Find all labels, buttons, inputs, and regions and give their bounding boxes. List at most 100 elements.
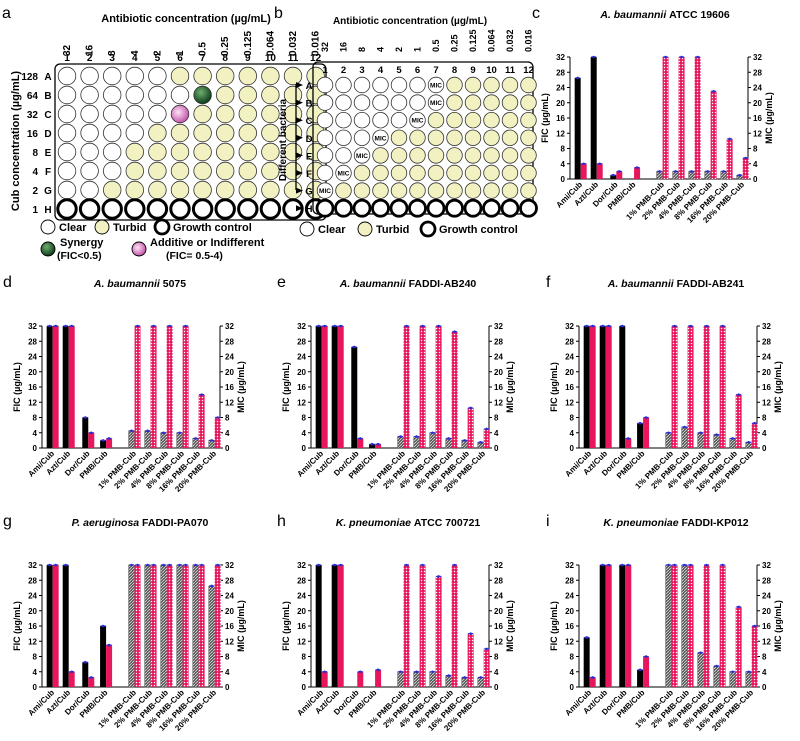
turbid-well bbox=[390, 182, 408, 199]
y-tick-label-left: 20 bbox=[297, 368, 306, 377]
y-tick-label-left: 16 bbox=[297, 383, 306, 392]
fic-bar bbox=[445, 438, 452, 449]
growth-control-well bbox=[78, 198, 101, 220]
data-point bbox=[463, 439, 466, 442]
y-tick-label-left: 24 bbox=[28, 353, 37, 362]
data-point bbox=[333, 563, 337, 567]
panel-a-col-num: 10 bbox=[265, 53, 277, 64]
data-point bbox=[607, 324, 610, 328]
panel-b-row-arrow bbox=[296, 170, 303, 176]
mic-bar bbox=[671, 326, 678, 448]
mic-bar bbox=[357, 438, 364, 448]
data-point bbox=[194, 437, 197, 440]
y-tick-label-left: 8 bbox=[33, 414, 38, 423]
fic-bar bbox=[160, 432, 167, 449]
chart-h: h K. pneumoniae ATCC 700721 0 0 4 4 8 8 12 12 16 16… bbox=[277, 513, 515, 733]
clear-well bbox=[353, 94, 371, 111]
y-tick-label-right: 12 bbox=[762, 398, 771, 407]
y-tick-label-left: 8 bbox=[570, 653, 575, 662]
data-point bbox=[184, 563, 187, 567]
fic-bar bbox=[397, 436, 404, 449]
turbid-well bbox=[238, 123, 258, 143]
turbid-well bbox=[261, 104, 280, 124]
fic-bar bbox=[590, 57, 597, 179]
data-point bbox=[168, 324, 171, 328]
legend-clear-label: Clear bbox=[59, 222, 87, 234]
data-point bbox=[737, 605, 740, 609]
data-point bbox=[591, 324, 594, 328]
panel-a-col-conc: 16 bbox=[85, 44, 96, 56]
y-label-left: FIC (µg/mL) bbox=[549, 362, 559, 412]
turbid-well bbox=[409, 147, 426, 164]
y-tick-label-right: 12 bbox=[753, 129, 762, 138]
panel-a: a Antibiotic concentration (µg/mL) Cub c… bbox=[2, 5, 327, 262]
clear-well bbox=[427, 94, 445, 111]
mic-bar bbox=[662, 57, 669, 179]
fic-bar bbox=[128, 430, 135, 449]
data-point bbox=[64, 563, 67, 567]
panel-a-col-conc: 2 bbox=[152, 50, 163, 56]
chart-title: K. pneumoniae ATCC 700721 bbox=[336, 517, 481, 529]
panel-a-col-num: 1 bbox=[64, 53, 70, 64]
clear-well bbox=[353, 76, 371, 94]
turbid-well bbox=[501, 182, 519, 199]
panel-a-col-num: 3 bbox=[109, 53, 115, 64]
turbid-well bbox=[170, 66, 190, 86]
panel-a-row-conc: 64 bbox=[27, 91, 39, 102]
fic-bar bbox=[176, 564, 183, 688]
panel-letter-a: a bbox=[2, 5, 11, 22]
panel-a-col-num: 12 bbox=[310, 53, 322, 64]
clear-well bbox=[80, 123, 99, 143]
fic-bar bbox=[397, 671, 404, 688]
data-point bbox=[376, 668, 380, 672]
y-tick-label-right: 0 bbox=[753, 175, 758, 184]
fic-bar bbox=[583, 326, 590, 448]
data-point bbox=[317, 324, 320, 328]
y-label-right: MIC (µg/mL) bbox=[773, 361, 783, 413]
fic-bar bbox=[574, 77, 581, 179]
legend-b-turbid-well bbox=[357, 221, 373, 237]
mic-bar bbox=[589, 326, 596, 448]
data-point bbox=[731, 670, 734, 674]
mic-bar bbox=[467, 407, 474, 448]
fic-bar bbox=[46, 326, 53, 448]
clear-well bbox=[125, 85, 145, 105]
growth-control-well bbox=[482, 198, 501, 218]
clear-well bbox=[390, 94, 408, 111]
y-tick-label-right: 16 bbox=[225, 383, 234, 392]
panel-b-col-conc: 32 bbox=[320, 42, 330, 52]
turbid-well bbox=[520, 164, 537, 182]
data-point bbox=[705, 324, 708, 328]
clear-well bbox=[390, 111, 408, 129]
mic-bar bbox=[719, 326, 726, 448]
data-point bbox=[611, 173, 615, 177]
turbid-well bbox=[170, 180, 190, 200]
clear-well bbox=[57, 161, 77, 181]
panel-letter: f bbox=[546, 274, 551, 291]
turbid-well bbox=[283, 66, 303, 86]
clear-well bbox=[80, 66, 99, 86]
turbid-well bbox=[483, 147, 500, 164]
panel-b-col-conc: 0.125 bbox=[468, 29, 478, 52]
panel-b-col-conc: 4 bbox=[376, 47, 386, 52]
mic-bar bbox=[634, 167, 641, 179]
data-point bbox=[753, 624, 756, 628]
y-tick-label-left: 28 bbox=[565, 576, 574, 585]
panel-a-row-letter: A bbox=[44, 72, 51, 83]
turbid-well bbox=[215, 85, 235, 105]
chart-c: c A. baumannii ATCC 19606 0 0 4 4 8 8 12 12 16 16 20… bbox=[532, 5, 774, 225]
clear-well bbox=[316, 94, 334, 111]
turbid-well bbox=[501, 111, 519, 129]
turbid-well bbox=[464, 182, 482, 199]
y-tick-label-left: 0 bbox=[33, 444, 38, 453]
data-point bbox=[216, 563, 219, 567]
panel-b-col-conc: 16 bbox=[339, 42, 349, 52]
mic-bar bbox=[68, 326, 75, 448]
data-point bbox=[696, 55, 699, 59]
panel-a-row-letter: B bbox=[44, 91, 51, 102]
legend-turbid-well bbox=[94, 219, 110, 235]
panel-b-row-letter: B bbox=[306, 99, 313, 110]
legend-synergy-well bbox=[40, 241, 56, 257]
data-point bbox=[715, 433, 718, 436]
data-point bbox=[200, 563, 203, 567]
